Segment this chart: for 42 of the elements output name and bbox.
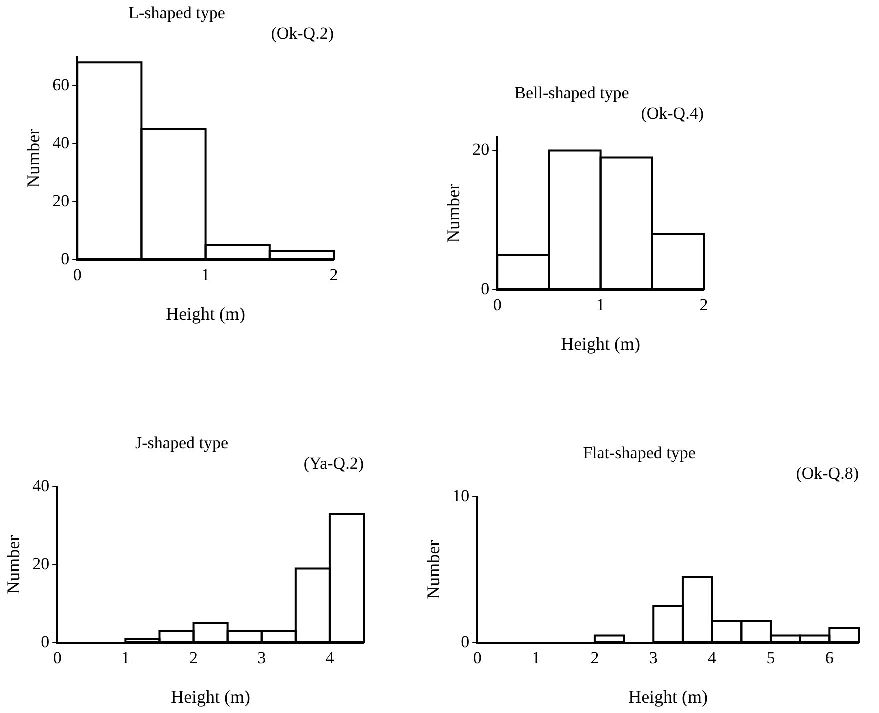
x-tick-label: 5 <box>766 648 776 668</box>
chart-subtitle: (Ok-Q.2) <box>271 24 334 44</box>
x-tick-label: 2 <box>590 648 600 668</box>
chart-subtitle: (Ok-Q.8) <box>796 464 859 484</box>
y-tick-label: 20 <box>52 191 70 210</box>
chart-subtitle: (Ok-Q.4) <box>641 104 704 124</box>
x-tick-label: 0 <box>493 296 502 315</box>
x-tick-label: 1 <box>532 648 541 668</box>
x-axis-title: Height (m) <box>628 686 708 707</box>
x-tick-label: 1 <box>596 296 606 315</box>
y-tick-label: 60 <box>52 75 70 94</box>
x-tick-label: 4 <box>326 648 335 668</box>
y-tick-label: 0 <box>461 632 470 652</box>
y-tick-label: 10 <box>452 486 470 506</box>
x-tick-label: 3 <box>649 648 658 668</box>
x-tick-label: 2 <box>330 266 338 285</box>
x-tick-label: 2 <box>700 296 708 315</box>
y-tick-label: 20 <box>472 140 490 160</box>
chart-title: Flat-shaped type <box>583 444 696 463</box>
chart-title: L-shaped type <box>128 4 226 23</box>
chart-subtitle: (Ya-Q.2) <box>304 454 364 474</box>
y-axis-title: Number <box>424 540 444 600</box>
x-tick-label: 0 <box>73 266 82 285</box>
x-tick-label: 6 <box>825 648 834 668</box>
x-tick-label: 2 <box>190 648 198 668</box>
y-tick-label: 40 <box>32 476 50 496</box>
y-tick-label: 20 <box>32 554 50 574</box>
x-tick-label: 4 <box>708 648 718 668</box>
x-tick-label: 1 <box>121 648 130 668</box>
x-tick-label: 1 <box>202 266 210 285</box>
x-axis-title: Height (m) <box>171 686 251 707</box>
y-tick-label: 0 <box>41 632 50 652</box>
chart-title: J-shaped type <box>135 434 229 453</box>
chart-title: Bell-shaped type <box>514 84 630 103</box>
y-tick-label: 40 <box>52 133 70 152</box>
y-axis-title: Number <box>444 184 464 243</box>
x-tick-label: 3 <box>258 648 266 668</box>
y-tick-label: 0 <box>61 249 70 268</box>
x-axis-title: Height (m) <box>561 334 641 354</box>
x-axis-title: Height (m) <box>166 304 246 324</box>
y-axis-title: Number <box>4 535 24 594</box>
y-axis-title: Number <box>24 128 44 188</box>
